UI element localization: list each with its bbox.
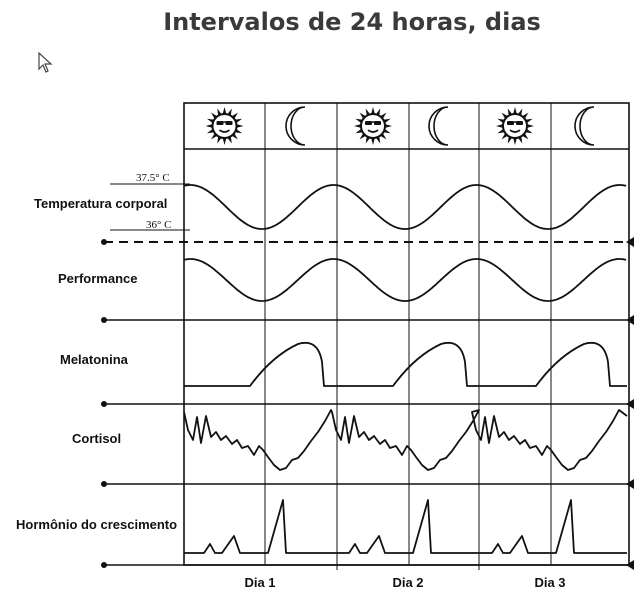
diagram-frame <box>183 102 630 566</box>
period-grid <box>264 103 552 565</box>
day-label-3: Dia 3 <box>534 575 565 590</box>
day-label-2: Dia 2 <box>392 575 423 590</box>
tick-temp-high: 37.5° C <box>136 172 170 184</box>
moon-icon <box>428 106 449 146</box>
moon-icon <box>285 106 306 146</box>
separator-dot <box>101 317 107 323</box>
separator-arrowhead <box>626 237 634 247</box>
cortisol-curve <box>183 409 628 471</box>
row-label-temperature: Temperatura corporal <box>34 196 167 211</box>
separator-dot <box>101 481 107 487</box>
sun-icon <box>496 107 534 145</box>
tick-temp-low: 36° C <box>146 219 172 231</box>
day-label-1: Dia 1 <box>244 575 275 590</box>
row-label-melatonin: Melatonina <box>60 352 129 367</box>
separator-dot <box>101 562 107 568</box>
row-label-cortisol: Cortisol <box>72 431 121 446</box>
separator-arrowhead <box>626 479 634 489</box>
growth-hormone-curve <box>184 499 627 554</box>
sun-icon <box>354 107 392 145</box>
separator-arrowhead <box>626 399 634 409</box>
sun-icon <box>205 107 244 145</box>
separator-arrowhead <box>626 560 634 570</box>
row-label-growth-hormone: Hormônio do crescimento <box>16 517 177 532</box>
moon-icon <box>574 106 595 146</box>
row-separators <box>101 237 634 570</box>
performance-curve <box>183 258 627 302</box>
row-label-performance: Performance <box>58 271 137 286</box>
temperature-curve <box>183 184 627 230</box>
separator-arrowhead <box>626 315 634 325</box>
separator-dot <box>101 401 107 407</box>
melatonin-curve <box>184 341 627 387</box>
separator-dot <box>101 239 107 245</box>
slide-title: Intervalos de 24 horas, dias <box>163 8 541 36</box>
cursor-icon <box>38 52 53 73</box>
